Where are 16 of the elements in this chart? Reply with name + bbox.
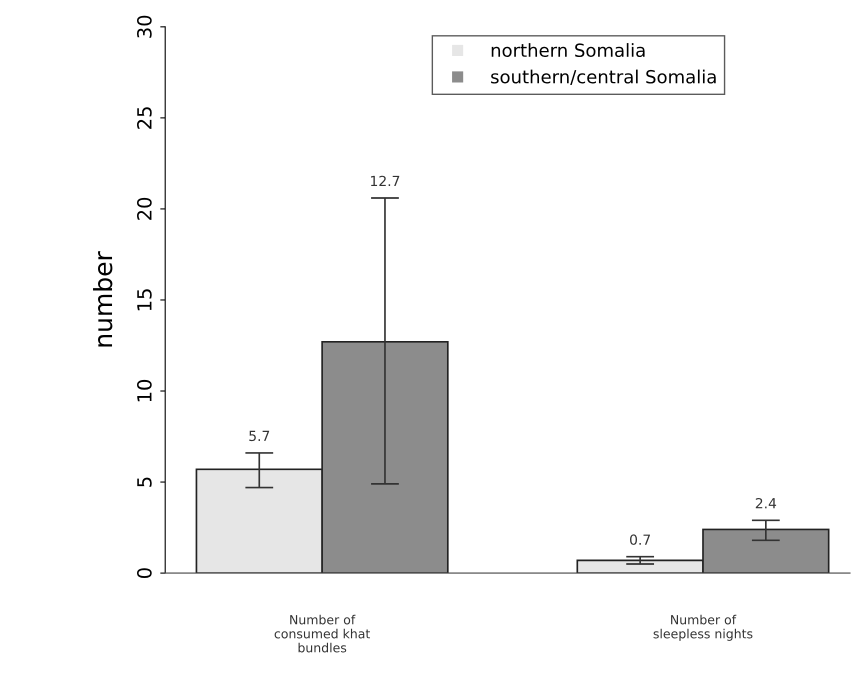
x-tick-label: Number of consumed khat bundles xyxy=(274,614,370,652)
y-tick-label: 25 xyxy=(137,107,152,129)
y-axis-title: number xyxy=(93,251,112,346)
y-tick-label: 30 xyxy=(137,16,152,38)
y-tick-label: 0 xyxy=(137,568,152,578)
y-tick-label: 5 xyxy=(137,478,152,487)
annotation: 12.7 xyxy=(371,176,400,186)
x-tick-label: Number of sleepless nights xyxy=(654,614,752,641)
y-tick-label: 10 xyxy=(137,380,152,402)
data-label: 0.7 xyxy=(630,534,650,545)
legend-label: southern/central Somalia xyxy=(491,70,716,85)
y-tick-label: 15 xyxy=(137,289,152,310)
legend-label: northern Somalia xyxy=(492,43,645,58)
data-label: 5.7 xyxy=(249,430,270,442)
data-label: 2.4 xyxy=(756,498,776,508)
y-tick-label: 20 xyxy=(137,198,152,220)
